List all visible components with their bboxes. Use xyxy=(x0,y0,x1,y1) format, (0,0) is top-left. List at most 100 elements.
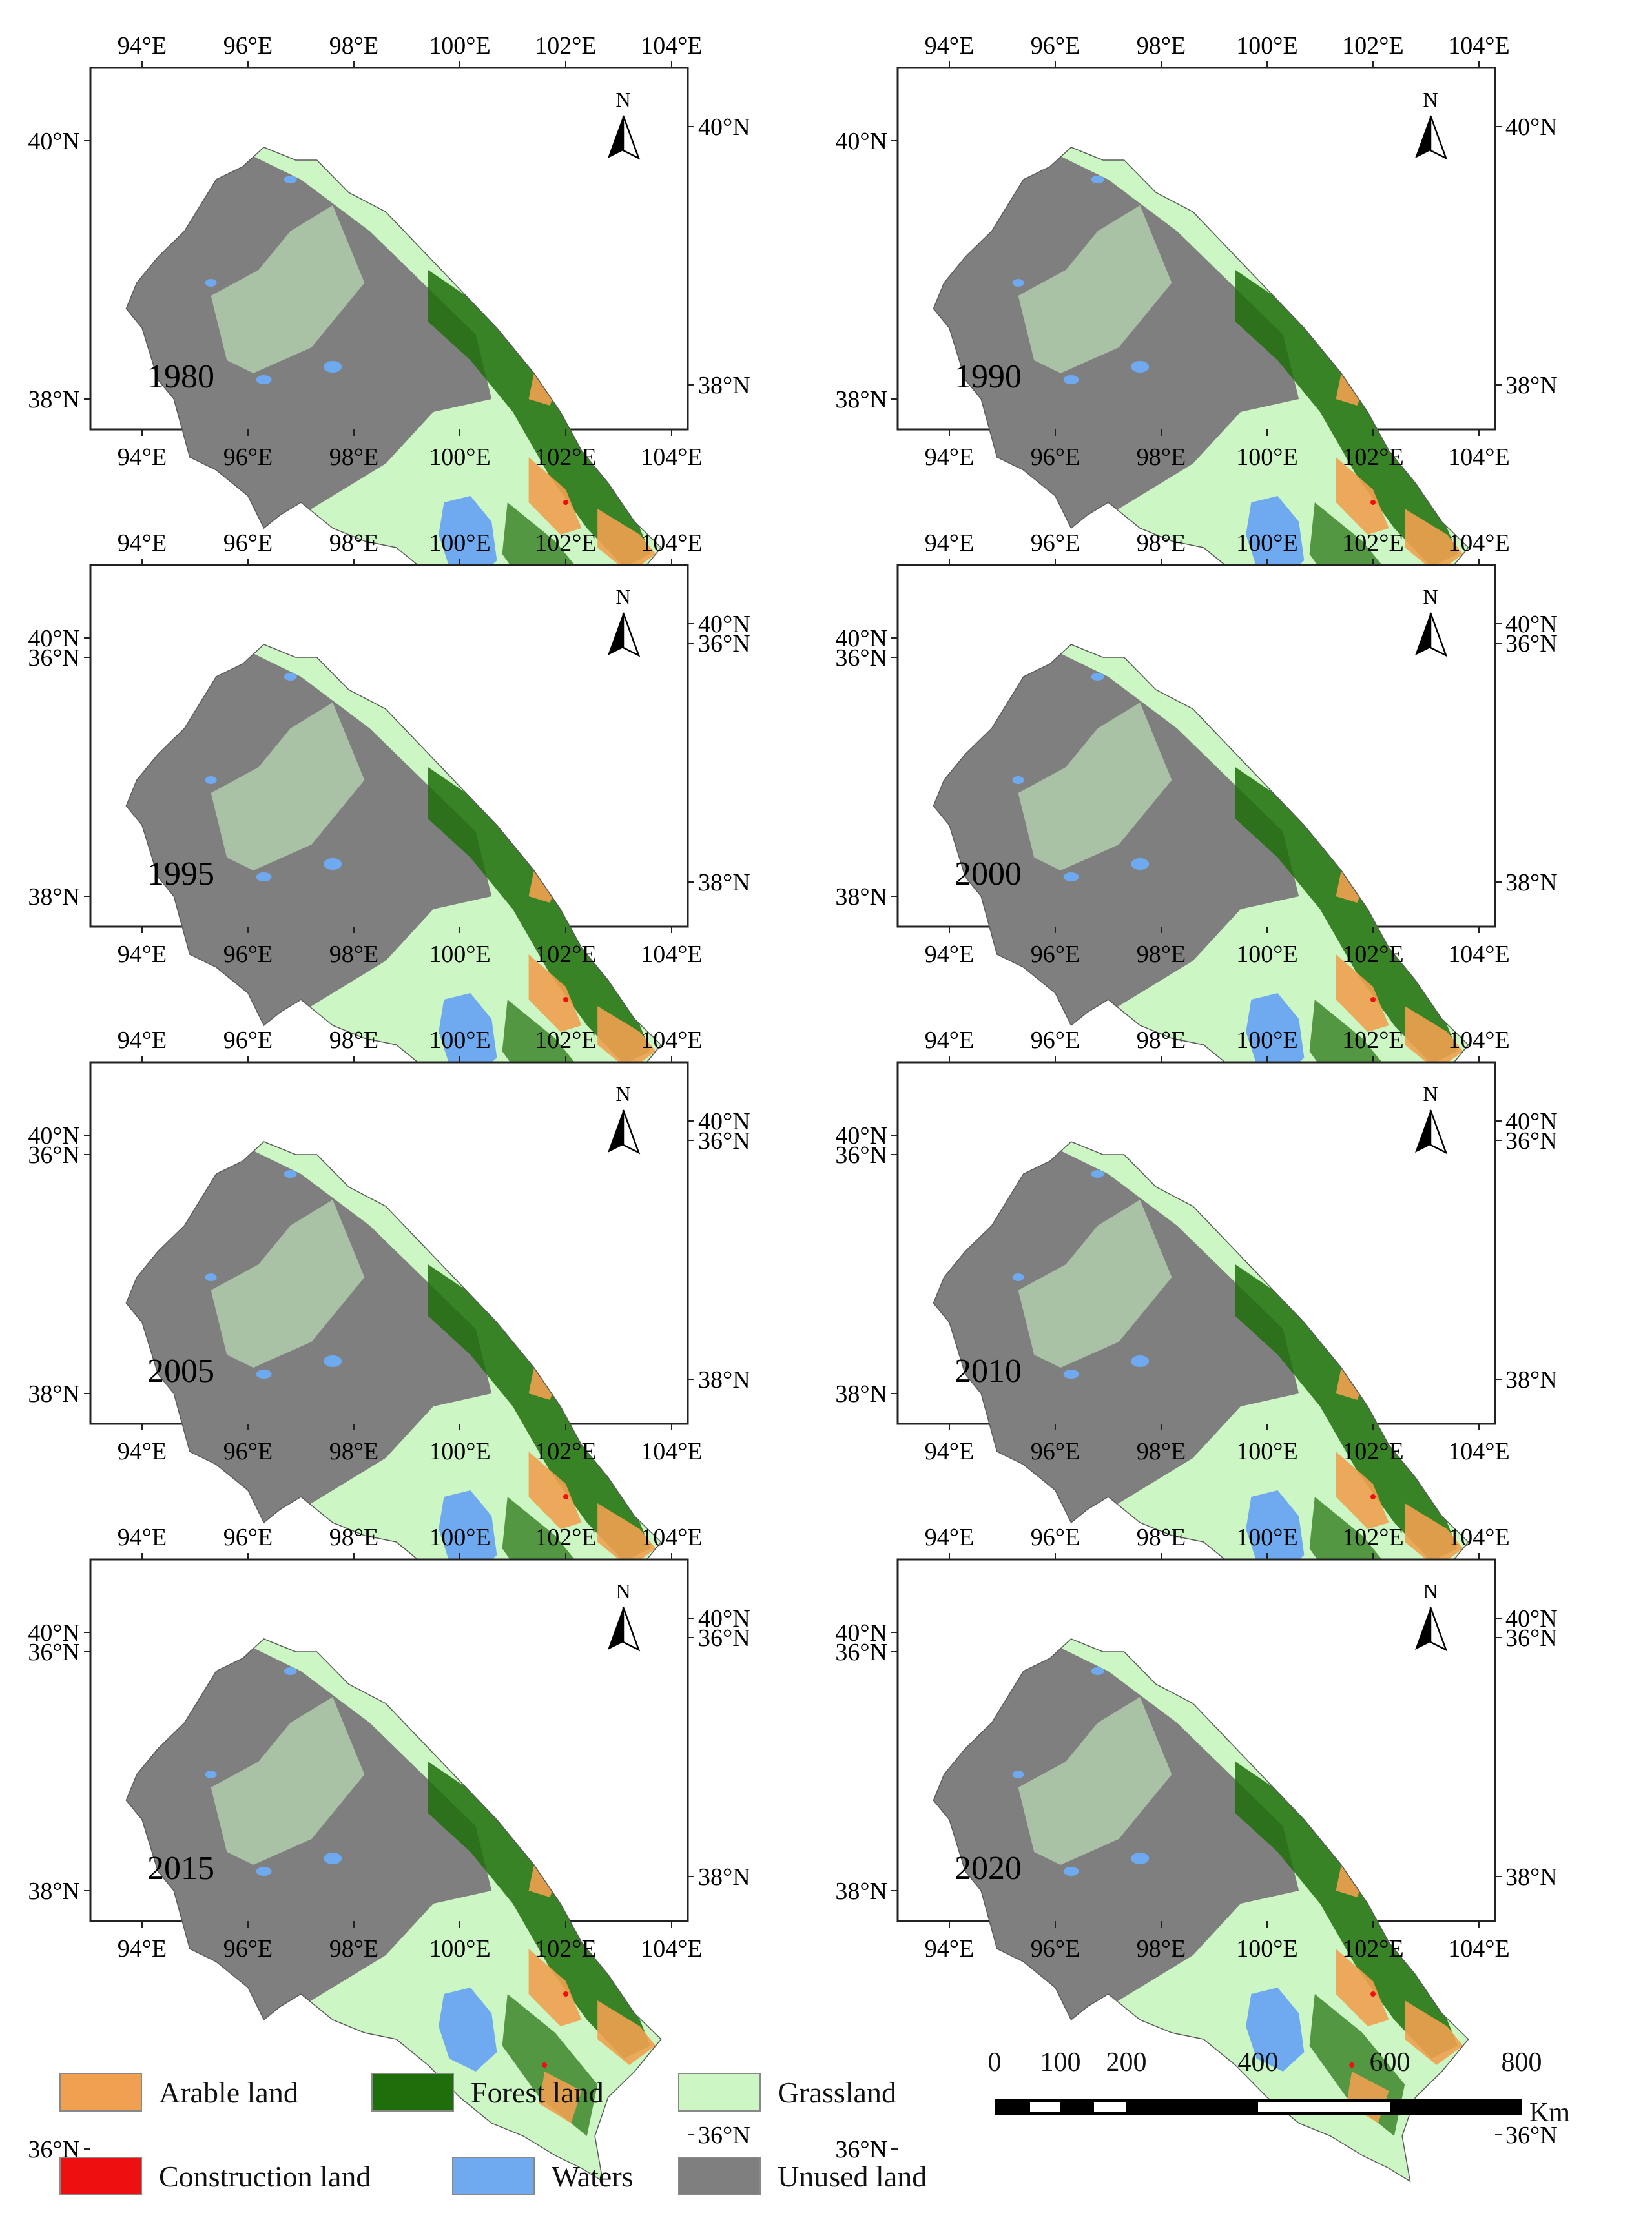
lon-tick-label: 96°E xyxy=(223,1524,273,1551)
construction-land-area xyxy=(542,2062,548,2068)
lat-tick-label: 36°N xyxy=(835,644,887,672)
legend-swatch xyxy=(371,2073,454,2112)
grassland-patch xyxy=(1018,1200,1172,1368)
legend-item-unused-land: Unused land xyxy=(678,2157,927,2195)
lon-tick-label: 104°E xyxy=(641,32,702,59)
lon-tick-label: 102°E xyxy=(1342,1438,1403,1465)
land-use-layer xyxy=(126,1142,661,1684)
lat-tick-label: 36°N xyxy=(835,1639,887,1666)
lon-tick-label: 98°E xyxy=(1137,32,1186,59)
lon-tick-label: 98°E xyxy=(1137,1524,1186,1551)
lat-tick-label: 40°N xyxy=(835,1122,887,1149)
waters-area xyxy=(256,1370,272,1379)
lat-tick-label: 38°N xyxy=(835,1381,887,1408)
arable-land-area xyxy=(1336,954,1389,1032)
lon-tick-label: 102°E xyxy=(1342,444,1403,471)
north-arrow-label: N xyxy=(1423,88,1438,111)
lon-tick-label: 102°E xyxy=(1342,529,1403,557)
north-arrow-label: N xyxy=(615,88,630,111)
lon-tick-label: 102°E xyxy=(1342,1935,1403,1962)
waters-area xyxy=(1131,858,1150,870)
lon-tick-label: 96°E xyxy=(1031,32,1080,59)
land-use-layer xyxy=(126,1639,661,2181)
legend-swatch xyxy=(59,2073,142,2112)
lat-tick-label: 38°N xyxy=(835,883,887,910)
waters-area xyxy=(1091,176,1104,183)
lat-tick-label: 36°N xyxy=(1505,1127,1558,1155)
lon-tick-label: 98°E xyxy=(329,1935,378,1962)
lon-tick-label: 100°E xyxy=(429,529,490,557)
lon-tick-label: 96°E xyxy=(223,444,273,471)
lat-tick-label: 36°N xyxy=(698,630,750,657)
lat-tick-label: 40°N xyxy=(1505,114,1558,141)
lon-tick-label: 100°E xyxy=(429,1524,490,1551)
lon-tick-label: 98°E xyxy=(329,529,378,557)
year-label: 2010 xyxy=(955,1353,1022,1390)
waters-area xyxy=(1091,1170,1104,1178)
map-panel-1980: 94°E 94°E 96°E 96°E 98°E 98°E 100°E 100°E 102°E 1… xyxy=(26,19,750,691)
lon-tick-label: 98°E xyxy=(1137,1027,1186,1054)
legend-swatch xyxy=(452,2157,535,2195)
lon-tick-label: 104°E xyxy=(641,1524,702,1551)
lat-tick-label: 40°N xyxy=(28,625,80,652)
lon-tick-label: 94°E xyxy=(925,1027,974,1054)
scale-tick-label: 200 xyxy=(1106,2048,1147,2077)
lon-tick-label: 100°E xyxy=(1236,1524,1297,1551)
waters-area xyxy=(1063,1867,1079,1876)
lon-tick-label: 100°E xyxy=(429,1438,490,1465)
lon-tick-label: 96°E xyxy=(1031,1027,1080,1054)
grassland-patch xyxy=(1018,205,1172,373)
lon-tick-label: 96°E xyxy=(223,941,273,968)
grassland-patch xyxy=(1018,703,1172,870)
lon-tick-label: 100°E xyxy=(429,1027,490,1054)
basin-outline xyxy=(933,1638,1469,2183)
waters-area xyxy=(284,1667,297,1675)
lat-tick-label: 40°N xyxy=(1505,611,1558,638)
lat-tick-label: 40°N xyxy=(835,128,887,155)
lon-tick-label: 104°E xyxy=(1448,941,1509,968)
waters-area xyxy=(205,279,217,287)
forest-land-area xyxy=(428,1264,651,1561)
arable-land-area xyxy=(528,954,582,1032)
arable-land-area xyxy=(597,1006,656,1071)
lon-tick-label: 102°E xyxy=(1342,1524,1403,1551)
waters-area xyxy=(1246,496,1305,580)
north-arrow-label: N xyxy=(1423,1082,1438,1105)
arable-land-area xyxy=(1336,457,1389,535)
construction-land-area xyxy=(1370,997,1376,1002)
lon-tick-label: 94°E xyxy=(118,1027,167,1054)
waters-area xyxy=(439,1988,497,2072)
year-label: 2000 xyxy=(955,856,1022,892)
lon-tick-label: 100°E xyxy=(1236,941,1297,968)
waters-area xyxy=(284,673,297,681)
lon-tick-label: 96°E xyxy=(223,32,273,59)
waters-area xyxy=(1246,1490,1305,1574)
map-panel-1990: 94°E 94°E 96°E 96°E 98°E 98°E 100°E 100°E 102°E 1… xyxy=(833,19,1558,691)
waters-area xyxy=(1012,279,1024,287)
lat-tick-label: 40°N xyxy=(28,128,80,155)
north-arrow-icon xyxy=(1415,612,1448,657)
arable-land-area xyxy=(1405,2000,1463,2065)
map-panel-2015: 94°E 94°E 96°E 96°E 98°E 98°E 100°E 100°E 102°E 1… xyxy=(26,1511,750,2183)
lon-tick-label: 102°E xyxy=(535,1027,596,1054)
waters-area xyxy=(205,1273,217,1281)
legend-swatch xyxy=(678,2073,761,2112)
waters-area xyxy=(1091,673,1104,681)
lon-tick-label: 96°E xyxy=(223,1935,273,1962)
lat-tick-label: 36°N xyxy=(835,1142,887,1169)
legend-swatch xyxy=(678,2157,761,2195)
waters-area xyxy=(205,1771,217,1778)
lon-tick-label: 98°E xyxy=(329,444,378,471)
map-svg: 94°E 94°E 96°E 96°E 98°E 98°E 100°E 100°E 102°E 1… xyxy=(28,1524,750,2183)
lon-tick-label: 100°E xyxy=(429,444,490,471)
legend-label: Waters xyxy=(552,2159,634,2193)
waters-area xyxy=(324,361,342,373)
waters-area xyxy=(439,1490,497,1574)
waters-area xyxy=(1012,776,1024,784)
waters-area xyxy=(324,1355,342,1367)
lon-tick-label: 96°E xyxy=(223,1438,273,1465)
lon-tick-label: 94°E xyxy=(118,1524,167,1551)
lon-tick-label: 94°E xyxy=(925,444,974,471)
lon-tick-label: 94°E xyxy=(118,529,167,557)
map-panel-2005: 94°E 94°E 96°E 96°E 98°E 98°E 100°E 100°E 102°E 1… xyxy=(26,1014,750,1685)
